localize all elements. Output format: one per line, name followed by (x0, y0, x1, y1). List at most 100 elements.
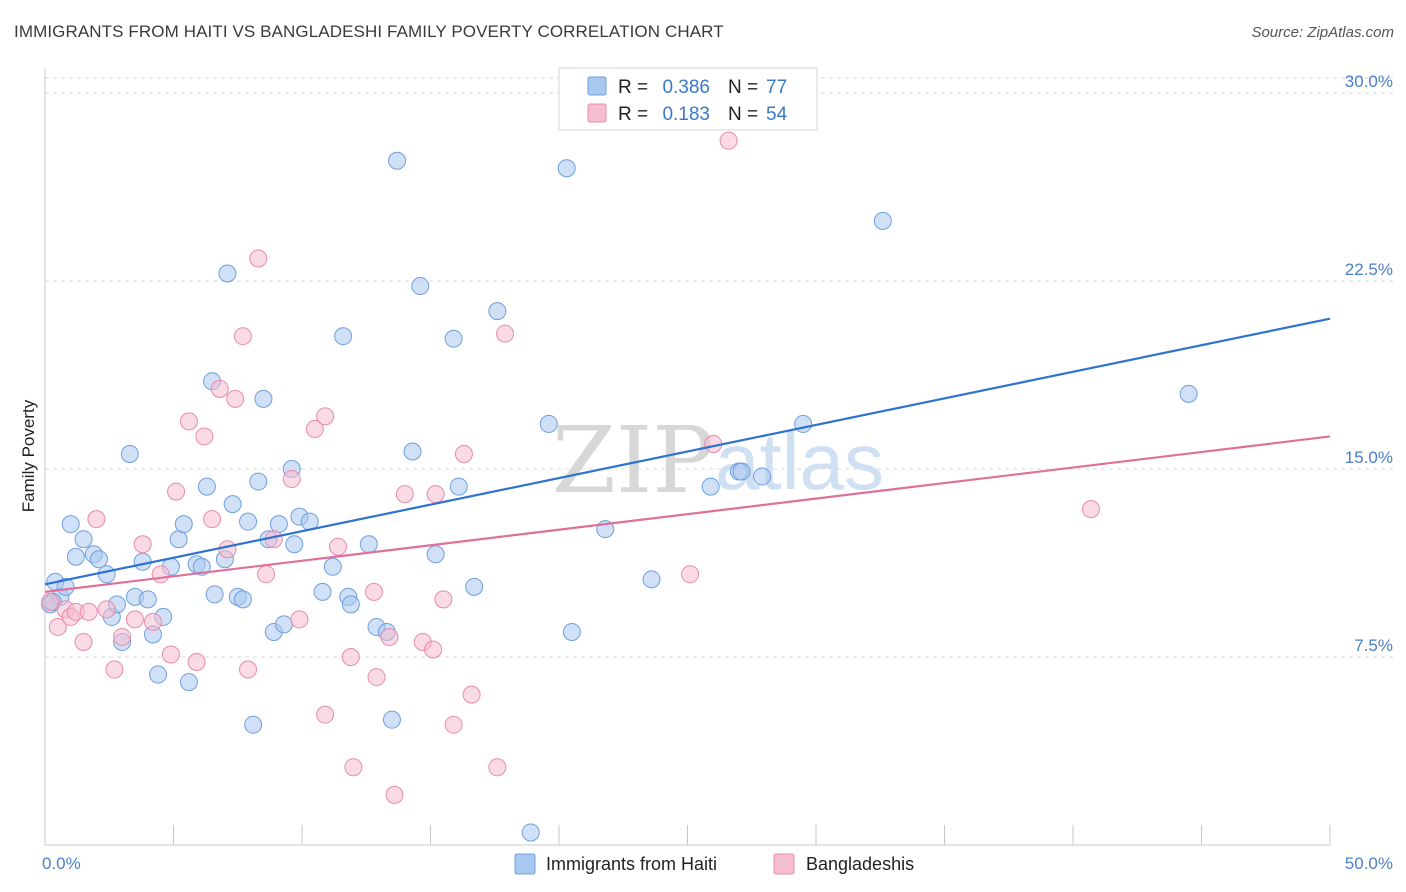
haiti-data-point (233, 590, 252, 609)
bangladeshis-data-point (1081, 500, 1100, 519)
x-axis-ticks (44, 825, 1331, 845)
haiti-data-point (133, 552, 152, 571)
gridlines (45, 77, 1393, 658)
bangladeshis-data-point (316, 407, 335, 426)
bangladeshis-data-point (316, 705, 335, 724)
haiti-data-point (382, 710, 401, 729)
haiti-data-point (239, 512, 258, 531)
bangladeshis-data-point (290, 610, 309, 629)
bangladeshis-data-point (218, 540, 237, 559)
haiti-data-point (334, 327, 353, 346)
bangladeshis-data-point (367, 668, 386, 687)
bangladeshis-data-point (74, 632, 93, 651)
haiti-data-point (521, 823, 540, 842)
bottom-legend-swatch-bangladeshis (773, 853, 795, 875)
bangladeshis-data-point (97, 600, 116, 619)
bangladeshis-data-point (233, 327, 252, 346)
bangladeshis-data-point (257, 565, 276, 584)
haiti-data-point (285, 535, 304, 554)
y-tick-label: 7.5% (1354, 636, 1393, 655)
bangladeshis-data-point (249, 249, 268, 268)
bangladeshis-data-point (424, 640, 443, 659)
source-label: Source: ZipAtlas.com (1251, 24, 1394, 41)
bangladeshis-data-point (203, 510, 222, 529)
haiti-data-point (179, 673, 198, 692)
haiti-data-point (323, 557, 342, 576)
haiti-data-point (1179, 384, 1198, 403)
haiti-data-point (149, 665, 168, 684)
watermark-zip: ZIP (552, 407, 714, 514)
legend-r-label-haiti: R = (618, 77, 648, 98)
legend-n-value-bangladeshis: 54 (766, 104, 788, 125)
bangladeshis-data-point (226, 389, 245, 408)
bangladeshis-data-point (143, 612, 162, 631)
haiti-data-point (56, 577, 75, 596)
x-tick-label-max: 50.0% (1345, 854, 1393, 873)
haiti-data-point (66, 547, 85, 566)
haiti-data-point (465, 577, 484, 596)
haiti-data-point (444, 329, 463, 348)
haiti-data-point (174, 515, 193, 534)
legend-r-label-bangladeshis: R = (618, 104, 648, 125)
haiti-data-point (120, 444, 139, 463)
y-tick-label: 22.5% (1345, 260, 1393, 279)
haiti-data-point (192, 557, 211, 576)
bangladeshis-data-point (187, 653, 206, 672)
bangladeshis-data-point (239, 660, 258, 679)
bangladeshis-data-point (195, 427, 214, 446)
x-tick-label-min: 0.0% (42, 854, 81, 873)
bangladeshis-data-point (87, 510, 106, 529)
haiti-data-point (701, 477, 720, 496)
legend-n-label-bangladeshis: N = (728, 104, 758, 125)
bangladeshis-data-point (305, 419, 324, 438)
chart-title: IMMIGRANTS FROM HAITI VS BANGLADESHI FAM… (14, 22, 724, 41)
haiti-data-point (89, 550, 108, 569)
bangladeshis-data-point (125, 610, 144, 629)
haiti-data-point (223, 495, 242, 514)
bangladeshis-data-point (719, 131, 738, 150)
bangladeshis-data-point (380, 627, 399, 646)
y-axis-label: Family Poverty (19, 399, 38, 512)
haiti-data-point (642, 570, 661, 589)
legend-box: R = 0.386 N = 77 R = 0.183 N = 54 (558, 67, 818, 131)
bangladeshis-data-point (328, 537, 347, 556)
haiti-data-point (205, 585, 224, 604)
haiti-data-point (403, 442, 422, 461)
bangladeshis-data-point (488, 758, 507, 777)
bangladeshis-data-point (133, 535, 152, 554)
bangladeshis-data-point (364, 582, 383, 601)
haiti-data-point (138, 590, 157, 609)
haiti-data-point (269, 515, 288, 534)
bottom-legend: Immigrants from Haiti Bangladeshis (514, 853, 914, 875)
legend-r-value-haiti: 0.386 (662, 77, 710, 98)
legend-swatch-bangladeshis (587, 103, 607, 123)
haiti-data-point (753, 467, 772, 486)
bangladeshis-data-point (48, 617, 67, 636)
haiti-data-point (254, 389, 273, 408)
legend-r-value-bangladeshis: 0.183 (662, 104, 710, 125)
haiti-data-point (61, 515, 80, 534)
bangladeshis-data-point (179, 412, 198, 431)
trend-line-bangladeshis (44, 435, 1331, 593)
haiti-data-point (74, 530, 93, 549)
bangladeshis-data-point (210, 379, 229, 398)
haiti-data-point (275, 615, 294, 634)
haiti-data-point (557, 159, 576, 178)
bottom-legend-label-haiti: Immigrants from Haiti (546, 854, 717, 874)
bangladeshis-data-point (681, 565, 700, 584)
y-tick-labels: 7.5% 15.0% 22.5% 30.0% (1345, 72, 1393, 655)
haiti-data-point (562, 622, 581, 641)
y-tick-label: 15.0% (1345, 448, 1393, 467)
haiti-data-point (426, 545, 445, 564)
bangladeshis-data-point (341, 648, 360, 667)
haiti-data-point (359, 535, 378, 554)
bangladeshis-data-point (496, 324, 515, 343)
bangladeshis-data-point (161, 645, 180, 664)
bangladeshis-data-point (444, 715, 463, 734)
bangladeshis-data-point (385, 785, 404, 804)
haiti-data-point (539, 414, 558, 433)
haiti-data-point (449, 477, 468, 496)
haiti-data-point (97, 565, 116, 584)
haiti-data-point (169, 530, 188, 549)
